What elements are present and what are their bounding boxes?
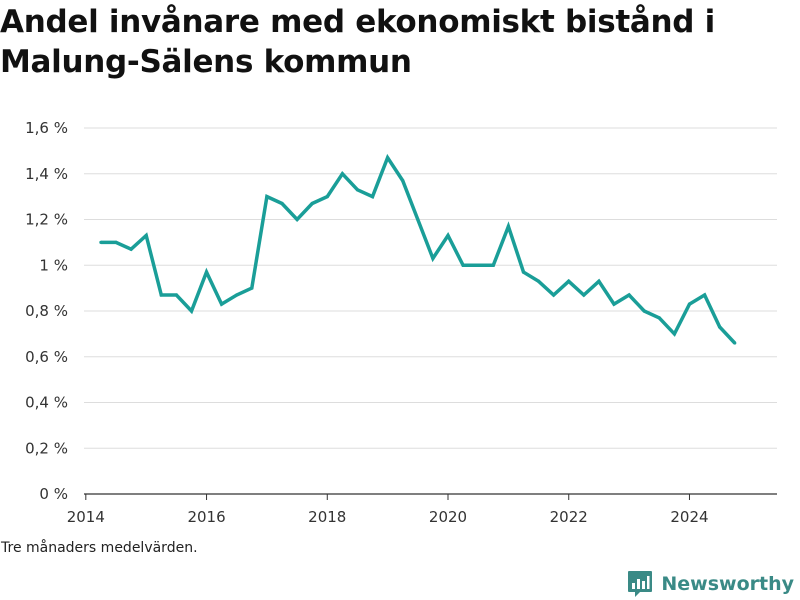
data-point (657, 316, 661, 320)
line-chart: 0 % 0,2 % 0,4 % 0,6 % 0,8 % 1 % 1,2 % 1,4 % 1,6 … (25, 119, 777, 526)
data-point (250, 286, 254, 290)
data-point (687, 302, 692, 306)
data-point (144, 233, 148, 238)
data-point (340, 172, 344, 176)
data-point (582, 293, 586, 297)
y-axis-ticks: 0 % 0,2 % 0,4 % 0,6 % 0,8 % 1 % 1,2 % 1,4 % 1,6 … (25, 119, 68, 503)
y-tick-label: 1,2 % (25, 211, 68, 229)
data-point (461, 263, 465, 267)
data-point (401, 179, 405, 183)
data-point (355, 188, 360, 192)
x-tick-label: 2016 (187, 508, 225, 526)
series (99, 153, 737, 345)
data-point (99, 240, 103, 244)
data-point (552, 293, 556, 297)
data-point (386, 156, 390, 160)
data-point (446, 233, 450, 238)
data-point (189, 309, 194, 313)
y-tick-label: 1 % (39, 256, 68, 274)
data-point (220, 302, 224, 306)
y-tick-label: 1,4 % (25, 165, 68, 183)
data-point (718, 325, 722, 329)
data-point (159, 293, 163, 297)
gridlines (84, 127, 777, 495)
data-point (295, 217, 299, 222)
series-line (100, 153, 736, 345)
data-point (310, 201, 314, 206)
y-tick-label: 0,2 % (25, 439, 68, 457)
data-point (702, 293, 707, 297)
chart-title: Andel invånare med ekonomiskt bistånd i … (0, 4, 715, 80)
y-tick-label: 0 % (39, 485, 68, 503)
data-point (235, 293, 239, 297)
data-point (416, 217, 420, 222)
data-point (280, 201, 284, 206)
data-point (476, 263, 480, 267)
data-point (265, 195, 269, 199)
data-point (642, 309, 646, 313)
data-point (627, 293, 631, 297)
y-tick-label: 0,8 % (25, 302, 68, 320)
x-tick-label: 2022 (550, 508, 588, 526)
data-point (733, 341, 737, 345)
data-point (370, 195, 375, 199)
data-point (114, 240, 118, 244)
data-point (325, 195, 329, 199)
x-tick-label: 2020 (429, 508, 467, 526)
data-point (491, 263, 495, 267)
newsworthy-chart-bubble-icon (628, 571, 653, 597)
data-point (431, 256, 435, 260)
data-point (597, 279, 601, 283)
brand[interactable]: Newsworthy (627, 568, 794, 600)
x-tick-label: 2018 (308, 508, 346, 526)
data-point (129, 247, 133, 251)
data-point (521, 270, 526, 274)
data-point (672, 332, 676, 336)
data-point (204, 270, 209, 274)
data-point (536, 279, 541, 283)
x-tick-label: 2024 (670, 508, 708, 526)
data-point (506, 224, 510, 228)
chart-footnote: Tre månaders medelvärden. (1, 540, 198, 556)
brand-name: Newsworthy (661, 573, 794, 595)
data-point (567, 279, 571, 283)
y-tick-label: 0,4 % (25, 394, 68, 412)
x-axis-ticks: 2014 2016 2018 2020 2022 2024 (67, 494, 709, 526)
y-tick-label: 1,6 % (25, 119, 68, 137)
y-tick-label: 0,6 % (25, 348, 68, 366)
data-point (612, 302, 616, 306)
x-tick-label: 2014 (67, 508, 105, 526)
data-point (174, 293, 178, 297)
